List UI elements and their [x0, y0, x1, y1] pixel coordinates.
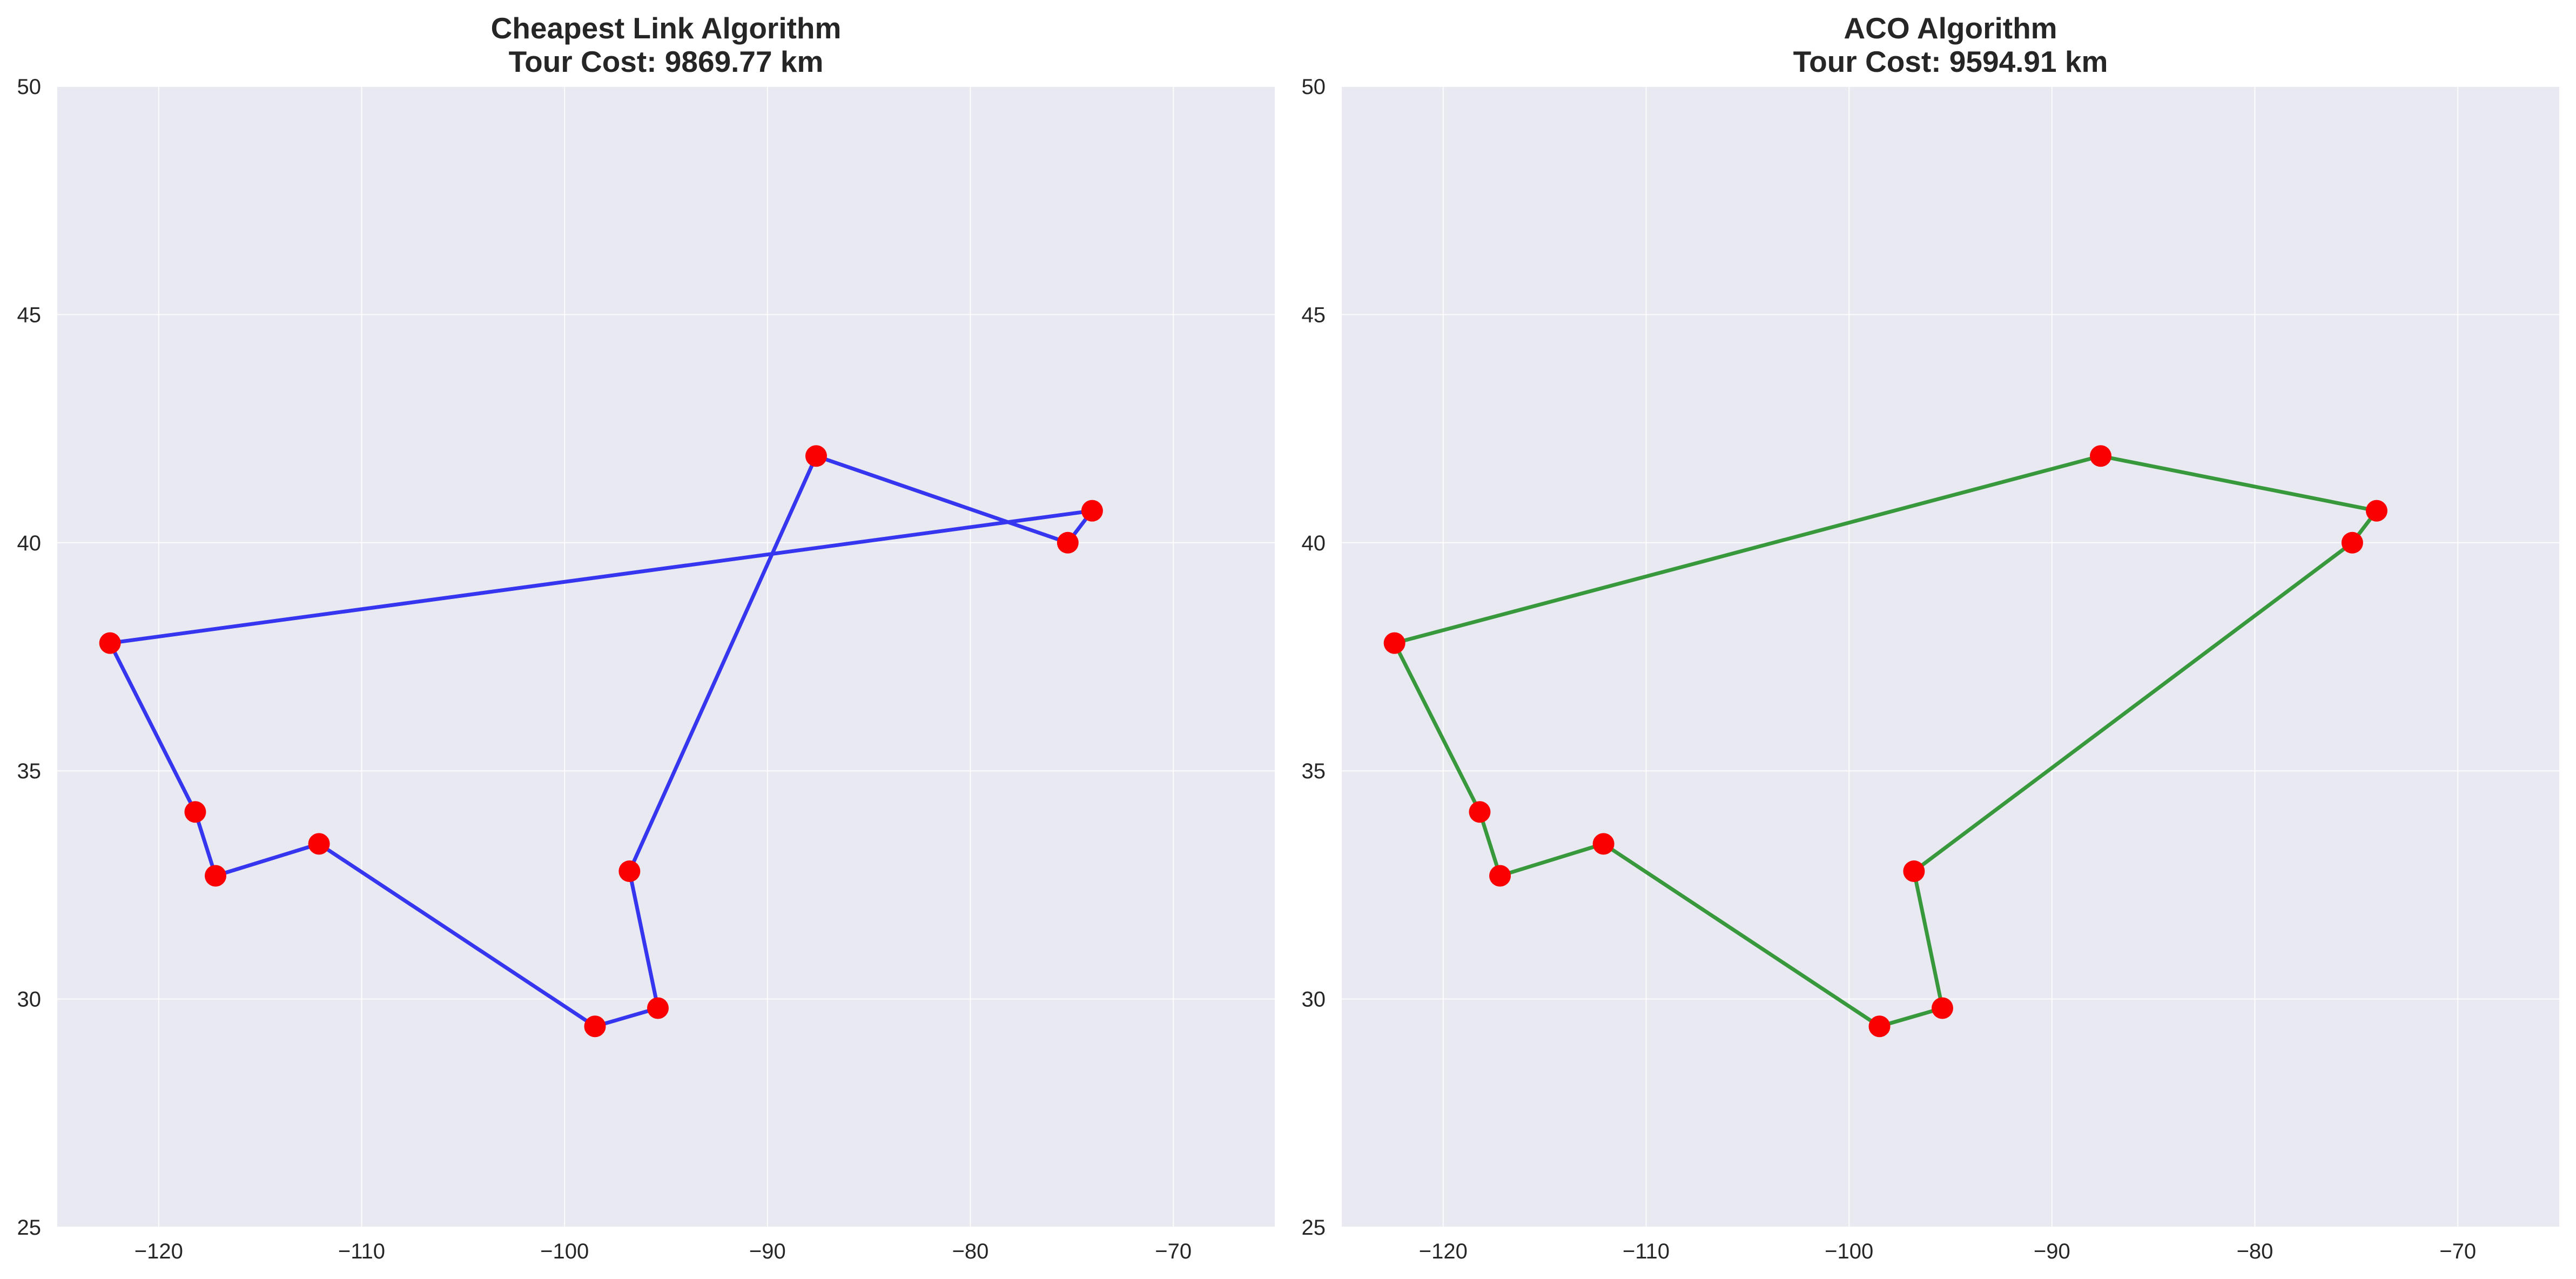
city-point — [805, 445, 827, 467]
city-point — [1383, 632, 1405, 654]
city-point — [205, 865, 227, 887]
chart-subtitle-tour-cost: Tour Cost: 9869.77 km — [509, 45, 824, 78]
y-tick-label: 50 — [1302, 75, 1326, 99]
x-tick-label: −70 — [1155, 1240, 1192, 1263]
chart-subtitle-tour-cost: Tour Cost: 9594.91 km — [1793, 45, 2108, 78]
cheapest-link-chart: −120 −110 −100 −90 −80 −70 25 30 35 40 45 50 Cheape… — [17, 11, 1275, 1263]
city-point — [2341, 531, 2363, 554]
city-point — [618, 860, 641, 883]
x-tick-label: −70 — [2439, 1240, 2476, 1263]
x-tick-label: −120 — [134, 1240, 183, 1263]
city-point — [99, 632, 121, 654]
y-tick-label: 35 — [17, 759, 42, 783]
city-point — [184, 801, 206, 823]
city-point — [1592, 833, 1615, 855]
city-point — [2089, 445, 2111, 467]
y-tick-label: 30 — [17, 988, 42, 1012]
plot-area — [57, 86, 1275, 1227]
y-tick-label: 40 — [17, 531, 42, 555]
city-point — [1489, 865, 1511, 887]
city-point — [1081, 500, 1103, 522]
city-point — [1903, 860, 1925, 883]
chart-title: ACO Algorithm — [1844, 11, 2057, 45]
city-point — [647, 997, 669, 1019]
y-tick-label: 45 — [17, 303, 42, 327]
y-tick-label: 25 — [1302, 1216, 1326, 1240]
city-point — [1469, 801, 1491, 823]
city-point — [584, 1015, 606, 1038]
y-tick-label: 40 — [1302, 531, 1326, 555]
x-tick-label: −80 — [952, 1240, 989, 1263]
gridlines — [1342, 86, 2559, 1228]
plot-area — [1342, 86, 2559, 1227]
x-tick-label: −110 — [338, 1240, 385, 1263]
x-tick-label: −120 — [1419, 1240, 1468, 1263]
series-layer — [99, 445, 1103, 1038]
x-tick-label: −100 — [1825, 1240, 1873, 1263]
y-tick-label: 35 — [1302, 759, 1326, 783]
x-tick-label: −80 — [2237, 1240, 2274, 1263]
city-point — [1057, 531, 1079, 554]
chart-title: Cheapest Link Algorithm — [491, 11, 842, 45]
x-tick-label: −100 — [540, 1240, 589, 1263]
y-tick-label: 30 — [1302, 988, 1326, 1012]
x-tick-label: −110 — [1623, 1240, 1670, 1263]
x-tick-label: −90 — [2034, 1240, 2070, 1263]
aco-chart: −120 −110 −100 −90 −80 −70 25 30 35 40 45 50 ACO Al… — [1302, 11, 2559, 1263]
tick-labels: −120 −110 −100 −90 −80 −70 25 30 35 40 45 50 — [1302, 75, 2477, 1263]
y-tick-label: 25 — [17, 1216, 42, 1240]
y-tick-label: 45 — [1302, 303, 1326, 327]
y-tick-label: 50 — [17, 75, 42, 99]
city-point — [1931, 997, 1953, 1019]
city-point — [1868, 1015, 1891, 1038]
x-tick-label: −90 — [749, 1240, 786, 1263]
series-layer — [1383, 445, 2387, 1038]
city-point — [2365, 500, 2387, 522]
tick-labels: −120 −110 −100 −90 −80 −70 25 30 35 40 45 50 — [17, 75, 1192, 1263]
city-point — [308, 833, 330, 855]
